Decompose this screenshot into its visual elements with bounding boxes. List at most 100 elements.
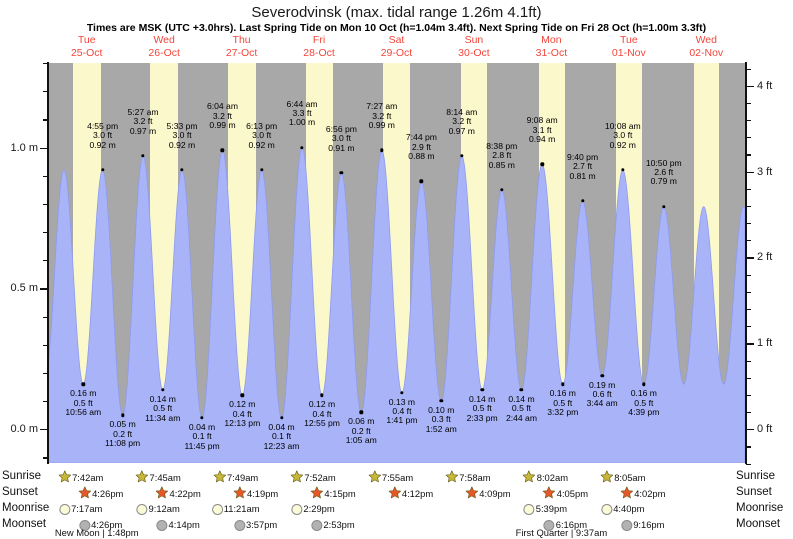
star-icon [620, 486, 633, 499]
high-tide-label: 8:38 pm 2.8 ft 0.85 m [486, 141, 517, 170]
y-tick-major-right [746, 85, 754, 87]
low-tide-label: 0.16 m 0.5 ft 10:56 am [65, 388, 101, 417]
tide-label-line: 6:56 pm [325, 123, 357, 134]
y-tick-major-right [746, 171, 754, 173]
low-tide-point [279, 416, 284, 420]
day-date: 29-Oct [380, 46, 413, 59]
tide-label-line: 0.85 m [488, 159, 515, 170]
tide-label-line: 0.14 m [149, 393, 176, 404]
tide-label-line: 3.2 ft [133, 116, 153, 127]
moon-circle-icon [211, 503, 223, 515]
y-tick-minor-right [746, 240, 751, 242]
high-tide-label: 7:27 am 3.2 ft 0.99 m [366, 101, 397, 130]
tide-label-line: 7:44 pm [405, 132, 437, 143]
astro-sunset-2: 4:22pm [155, 486, 201, 501]
astro-moonrise-4: 2:29pm [291, 502, 335, 515]
tide-label-line: 11:34 am [145, 412, 181, 423]
y-tick-minor-left [43, 232, 48, 234]
astro-time: 7:49am [226, 472, 259, 483]
astro-moonset-1: 4:26pm [79, 518, 122, 531]
moon-circle-icon [523, 503, 535, 515]
tide-label-line: 2:33 pm [466, 412, 498, 423]
y-axis-label-right-4: 1 ft [757, 337, 773, 350]
astro-row-label-moonrise: Moonrise [736, 502, 784, 514]
tide-label-line: 1:41 pm [386, 415, 418, 426]
low-tide-label: 0.12 m 0.4 ft 12:13 pm [224, 399, 260, 428]
tide-label-line: 0.1 ft [271, 431, 292, 442]
tide-label-line: 3.3 ft [292, 107, 312, 118]
high-tide-point [419, 179, 424, 183]
astro-sunset-8: 4:02pm [620, 486, 665, 501]
day-date: 25-Oct [70, 46, 103, 59]
y-tick-minor-left [43, 260, 48, 262]
high-tide-label: 8:14 am 3.2 ft 0.97 m [446, 107, 477, 136]
day-date: 27-Oct [225, 46, 258, 59]
astro-time: 5:39pm [535, 503, 568, 515]
low-tide-label: 0.06 m 0.2 ft 1:05 am [346, 416, 377, 445]
tide-label-line: 0.97 m [129, 125, 157, 136]
day-date: 30-Oct [458, 46, 490, 59]
star-icon [368, 470, 381, 483]
low-tide-point [120, 413, 125, 417]
tide-label-line: 3.0 ft [613, 130, 633, 141]
tide-label-line: 0.88 m [408, 151, 435, 162]
astro-time: 9:12am [148, 503, 180, 515]
tide-label-line: 0.4 ft [312, 408, 332, 419]
page-title: Severodvinsk (max. tidal range 1.26m 4.1… [251, 4, 542, 21]
star-icon [290, 470, 304, 483]
star-icon [310, 486, 324, 499]
tide-label-line: 0.4 ft [232, 408, 252, 419]
high-tide-point [580, 199, 585, 203]
y-tick-minor-right [746, 360, 751, 362]
y-tick-minor-right [746, 120, 751, 122]
y-tick-minor-left [43, 91, 48, 93]
y-tick-minor-right [746, 205, 751, 208]
low-tide-label: 0.19 m 0.6 ft 3:44 am [587, 380, 618, 409]
low-tide-label: 0.04 m 0.1 ft 11:45 pm [184, 422, 219, 451]
high-tide-point [339, 171, 344, 175]
y-tick-minor-left [43, 316, 48, 318]
astro-time: 8:02am [536, 472, 569, 483]
astro-time: 2:29pm [303, 503, 335, 515]
y-tick-minor-left [43, 372, 48, 375]
high-tide-label: 10:08 am 3.0 ft 0.92 m [605, 121, 641, 150]
y-tick-minor-left [43, 203, 48, 206]
tide-label-line: 2.9 ft [411, 141, 431, 152]
astro-sunrise-7: 8:02am [523, 470, 568, 485]
tide-label-line: 0.05 m [109, 419, 136, 430]
tide-label-line: 3.0 ft [172, 130, 192, 141]
tide-label-line: 0.06 m [348, 416, 375, 427]
tide-label-line: 0.4 ft [392, 405, 412, 416]
star-icon [600, 470, 613, 483]
tide-label-line: 0.3 ft [431, 414, 451, 425]
star-icon [523, 470, 536, 483]
y-tick-minor-right [746, 291, 751, 293]
tide-label-line: 0.99 m [209, 120, 236, 131]
astro-sunset-5: 4:12pm [388, 486, 433, 501]
astro-row-label-moonrise: Moonrise [2, 502, 50, 514]
day-weekday: Thu [232, 34, 251, 46]
astro-time: 11:21am [223, 503, 260, 515]
high-tide-label: 10:50 pm 2.6 ft 0.79 m [646, 158, 682, 187]
moon-circle-icon [79, 519, 91, 531]
tide-label-line: 0.10 m [428, 405, 455, 416]
tide-label-line: 0.6 ft [592, 389, 612, 400]
y-axis-left-line [47, 62, 49, 464]
tide-label-line: 0.14 m [469, 393, 496, 404]
y-axis-right-line [745, 62, 747, 464]
y-tick-minor-left [43, 344, 48, 346]
astro-time: 4:15pm [324, 488, 356, 499]
tide-label-line: 2:44 am [505, 412, 537, 423]
high-tide-point [141, 154, 145, 158]
tide-label-line: 0.97 m [448, 125, 475, 136]
astro-sunrise-5: 7:55am [368, 470, 413, 485]
star-icon [78, 486, 91, 499]
low-tide-label: 0.05 m 0.2 ft 11:08 pm [105, 419, 140, 448]
astro-row-label-moonset: Moonset [736, 518, 781, 530]
astro-sunrise-8: 8:05am [600, 470, 645, 485]
astro-moonset-3: 3:57pm [233, 518, 277, 531]
tide-label-line: 0.2 ft [113, 428, 133, 439]
tide-label-line: 3.0 ft [252, 130, 272, 141]
star-icon [465, 486, 478, 499]
y-tick-minor-left [43, 63, 48, 65]
